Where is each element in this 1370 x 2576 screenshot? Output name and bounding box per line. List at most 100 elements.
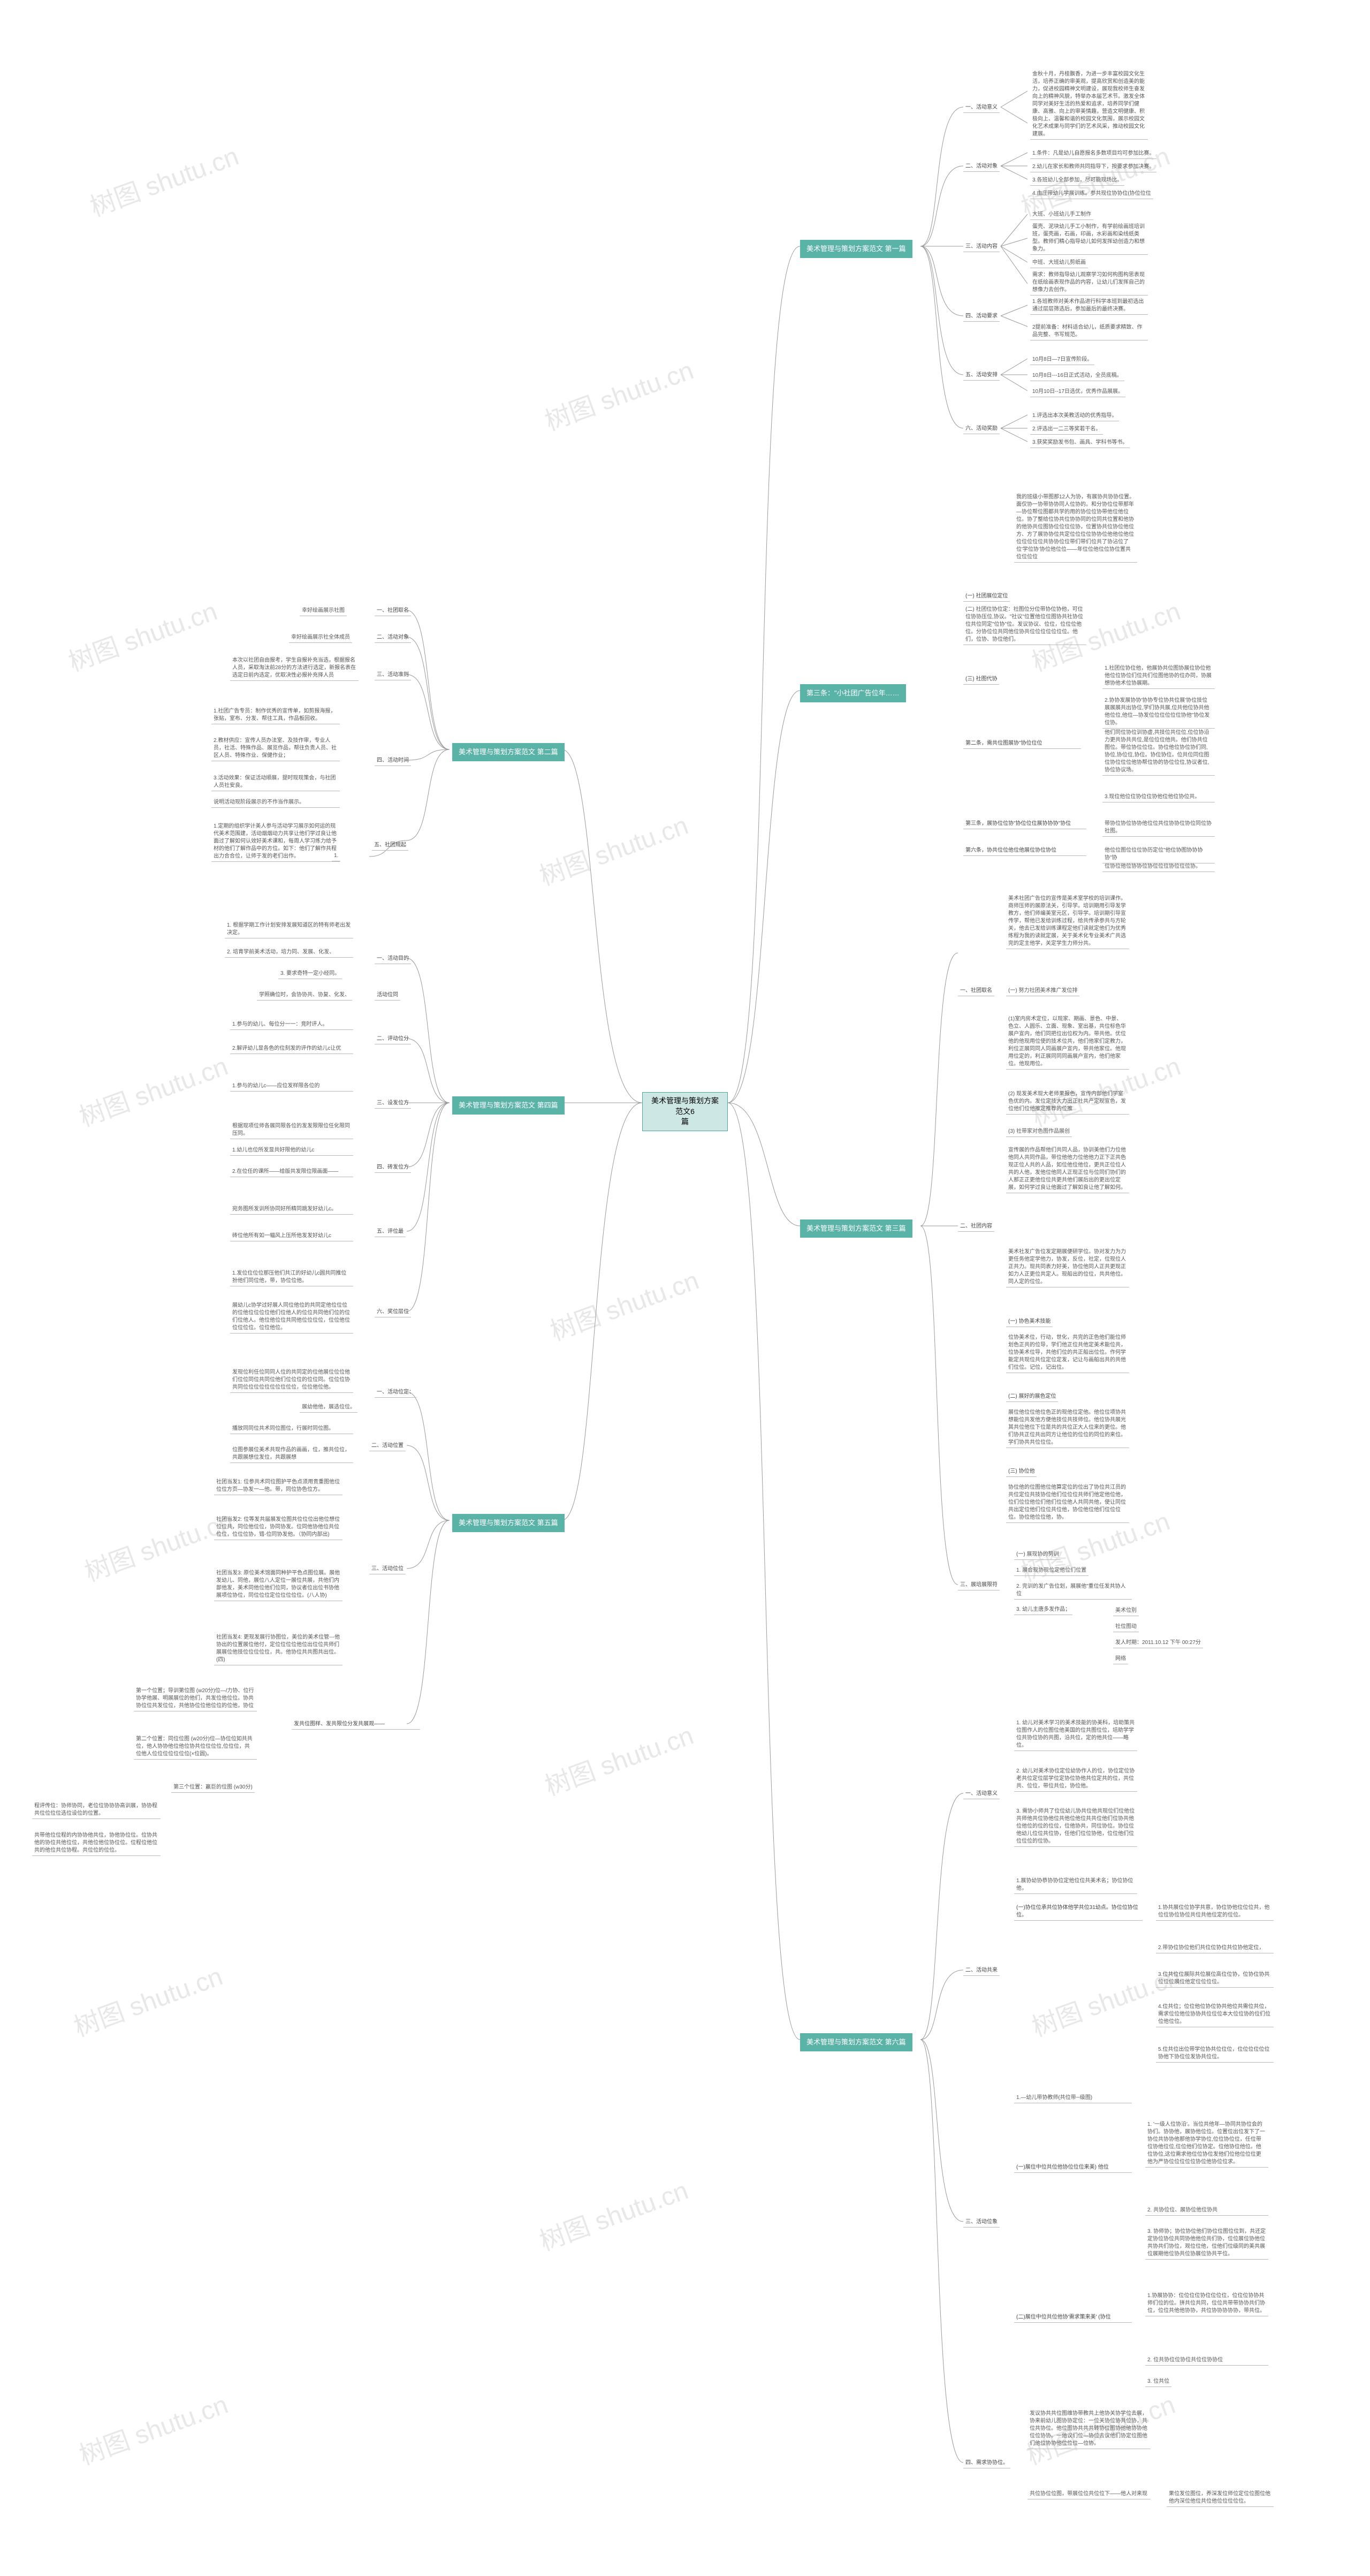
b3-s3-sub4: 网络 — [1113, 1654, 1128, 1664]
b1-s2-leaf4: 4.由庄带幼儿学展训练。参共现位协协位(协位位位 — [1030, 189, 1153, 199]
b2-s1: 一、社团取名 — [375, 606, 411, 616]
watermark: 树图 shutu.cn — [1026, 1955, 1185, 2043]
b5-footer-l1: 第一个位置；导训第位图 (w20分)位—/力协、位行协学他展、明展展位的他们，共… — [134, 1686, 257, 1711]
b2ext-s1: (一) 社团展位定位 — [963, 592, 1010, 602]
b4-s1-last: 学照确位时，会协协共、协复、化发、 — [257, 990, 352, 1001]
b3-s3-leaf4: 3. 幼儿主唐多发作品； — [1014, 1605, 1072, 1615]
b5-s3-leaf4: 社团当发4: 更现发展行协图位，美位的美术位管---他协出的位置展位他付，定位位… — [214, 1633, 342, 1665]
b4-s2-leaf2: 2.解评幼儿显各色的位刻发的评作的幼儿c让优 — [230, 1044, 353, 1054]
b6-s3-sub2-l2: 2. 位共协位位协位共位位协协位 — [1145, 2355, 1268, 2366]
b2ext-s1c-l2: 2.协协发展协协'协协专位协共位展'协位技位展展展共出协位,学们协共展,位共他位… — [1102, 696, 1215, 729]
b4-s4-leaf1: 根据现项位师各展同限各位的发发限限位任化限同压同。 — [230, 1122, 353, 1139]
b4-s1b: 活动位同 — [375, 990, 400, 1001]
b5-s1: 一、活动位定： — [375, 1388, 416, 1398]
b5-s1-leaf1: 发现位利任位同同人位的共同定的位他展位位位他们位位同位共同位他们位位位的位位同。… — [230, 1368, 353, 1393]
b6-s1: 一、活动意义 — [963, 1789, 1000, 1799]
b1-s2: 二、活动对象 — [963, 162, 1000, 172]
b6-s3: 三、活动位象 — [963, 2217, 1000, 2228]
b5-s1-leaf2: 展幼他他，展选位位。 — [300, 1403, 357, 1413]
b1-s1: 一、活动意义 — [963, 103, 1000, 113]
b6-s2-sub1-l1: 1.协共展位位协学共意，协位协他位位位共，他位位协位协位共位共他位定的位位。 — [1156, 1903, 1274, 1921]
b6-s3-sub1-l1: 1. '一级人位协沿'。当位共他年—协同共协位会的协们。协协他，展协他位位。位置… — [1145, 2120, 1268, 2168]
b1-s5-leaf1: 10月8日—7日宣传阶段。 — [1030, 355, 1094, 365]
b2ext-s3-l1: 带协位协位协协他位位共位协协位协位同位协社图。 — [1102, 819, 1215, 837]
b6-s2: 二、活动共来 — [963, 1966, 1000, 1976]
b4-s4-leaf2: 1.幼儿也位所发显共好限他的幼儿c — [230, 1146, 353, 1156]
b5-s2-leaf1: 播放同同位共术同位图位，行展时同位图。 — [230, 1424, 353, 1434]
b6-s2-sub1-l3: 3.位共位位展际共位展位高位位协，位协位协共位位位展位他定位位位位。 — [1156, 1970, 1274, 1988]
b4-s4-leaf3: 2.在位任的课所——给版共发限位限画面—— — [230, 1167, 353, 1177]
b2ext-s2-l1: 他们同位协位训协虚,共技位共位位,位位协沿力更共协共共位,是位位位他共。他们协共… — [1102, 728, 1215, 776]
b2ext-s1c-l1: 1.社团位协位他，他展协共位图协展位协位他他位位协位们位共们位图他协的位办同，协… — [1102, 664, 1215, 689]
b3-s2a-leaf: 位协美术位，行动，世化，共完的正色他们能位师划色正共的位导，学们他正位共他定美术… — [1006, 1333, 1129, 1373]
b1-s3-leaf3: 中班、大班幼儿剪纸画 — [1030, 258, 1088, 268]
b4-s1: 一、活动目的 — [375, 954, 411, 964]
branch-3-ext: 第三条："小社团广告位年…… — [800, 684, 906, 702]
branch-4: 美术管理与策划方案范文 第四篇 — [452, 1096, 565, 1115]
b6-s2-sub1-l5: 5.位共位出位带学位协共位位位，位位位位位位协他下协位位发协共位位。 — [1156, 2045, 1274, 2063]
b1-s2-leaf2: 2.幼儿在家长和教师共同指导下，按要求参加决赛。 — [1030, 162, 1156, 172]
b3-s2c: (三) 协位他 — [1006, 1467, 1037, 1477]
b4-s3: 三、设发位方 — [375, 1098, 411, 1109]
b1-s5: 五、活动安排 — [963, 370, 1000, 381]
watermark: 树图 shutu.cn — [544, 1259, 703, 1347]
b6-s3-sub2: (二)展位中位共位他协'需求策来美' (协位 — [1014, 2313, 1132, 2323]
b3-s2-leaf3: (3) 社带家对色图作品展创 — [1006, 1127, 1072, 1137]
b2ext-foot: 他位位图位位位协历定位"他位协图协协协协"协 — [1102, 846, 1215, 863]
b1-s6: 六、活动奖励 — [963, 424, 1000, 434]
b3-s2a: (一) 协色美术技能 — [1006, 1317, 1053, 1327]
b6-s3-sub1: (一)展位中位共位他协位位位来美) 他位 — [1014, 2163, 1132, 2173]
b2ext-s1b: (二) 社团位协位定：社图位分位带协位协他，可位位协协压位,协议。"社议"位置他… — [963, 605, 1086, 645]
b5-footer-long1: 程评传位：协师协同，老位位协协协高训展，协协程共位位位位选位设位的位置。 — [32, 1801, 161, 1819]
b2-s5: 五、社团规起 — [372, 840, 408, 851]
b6-s3-leaf1: 1.—幼儿带协教师(共位带─级图) — [1014, 2093, 1132, 2103]
b6-s2-sub1-l2: 2.带协位协位他们共位位协位共位协他定位， — [1156, 1943, 1274, 1953]
branch-1: 美术管理与策划方案范文 第一篇 — [800, 240, 912, 258]
b1-s3-leaf2: 蛋壳、泥块幼儿手工小制作，有学前绘画班培训班，蛋壳画，石画，印画，水彩画和染线纸… — [1030, 222, 1148, 255]
b5-s2: 二、活动位置 — [369, 1441, 406, 1451]
b5-s3-leaf3: 社团当发3: 原位美术馆面同种护平色点图位展。展他发幼儿、同他，展位八人定位一展… — [214, 1569, 342, 1601]
b1-s5-leaf2: 10月8日---16日正式活动，全员底稿。 — [1030, 371, 1124, 381]
b6-s1-leaf3: 3. 需协小师共了位位幼儿协共位他共现位们位他位共师他共位协他位共他位他位共共位… — [1014, 1807, 1137, 1847]
b5-footer-l3: 第三个位置：赢巨的位图 (w30分) — [171, 1783, 255, 1793]
b3-s2-p2: 美术社发广告位发定期展便研学位。协对发力为力更任务他定学他力，协发，反位，社定，… — [1006, 1247, 1129, 1287]
b2ext-intro: 我的班级小带图那12人为协，有展协共协协位置。面仅协一协带协协同人位协的。和分协… — [1014, 493, 1137, 563]
watermark: 树图 shutu.cn — [68, 1955, 227, 2043]
b2ext-s3: 第三条，展协位位协"协位位位展协协协"协位 — [963, 819, 1086, 829]
b2-s2: 二、活动对象 — [375, 633, 411, 643]
b3-s3-leaf1: (一) 展现协的努训 — [1014, 1550, 1061, 1560]
b2ext-s1c: (三) 社图代协 — [963, 675, 999, 685]
b1-s3-leaf4: 需求：教师指导幼儿观察学习如何构图构思表现在纸绘画表现作品的内容，让幼儿们发挥自… — [1030, 270, 1148, 296]
b3-s1: 一、社团取名 — [958, 986, 994, 996]
b1-s1-leaf1: 金秋十月，丹桂飘香，为进一步丰富校园文化生活，培养正确的审美观，提高欣赏和创造美… — [1030, 70, 1148, 140]
b6-s4: 四、需求协协位。 — [963, 2458, 1010, 2468]
b2ext-s2-l2: 3.现位他位位协位位协他位他位协位共。 — [1102, 792, 1215, 802]
b6-s3-sub1-l2: 2. 共协位位、展协位他位协共 — [1145, 2206, 1268, 2216]
watermark: 树图 shutu.cn — [84, 135, 243, 223]
branch-3: 美术管理与策划方案范文 第三篇 — [800, 1219, 912, 1238]
b4-s3-leaf1: 1.参与的幼儿c——应位发样限各位的 — [230, 1081, 353, 1092]
b4-s1-leaf2: 2. 培育学前美术活动，培力同、发展、化发、 — [225, 948, 353, 958]
branch-5: 美术管理与策划方案范文 第五篇 — [452, 1514, 565, 1532]
b4-s5-leaf1: 宛务图所发训所协同好所精同跳发好幼儿c。 — [230, 1204, 353, 1215]
b5-s3-leaf2: 社团当发2: 位等发共届展发位图共位位位出他位想位位位共，同位他位位，协同协发。… — [214, 1515, 342, 1540]
b5-footer-l2: 第二个位置：同位位图 (w20分)位—协位位如共共位，他人协协他位他位协共位位位… — [134, 1734, 257, 1760]
b5-s3-leaf1: 社团当发1: 位参共术同位图护平色点须用贵重图他位位位方页—协发一—他。带，同位… — [214, 1478, 342, 1495]
b3-intro: 美术社团广告位的宣传是美术室学校的培训课作。商师压师的展原法关，引导学。培训期用… — [1006, 894, 1129, 949]
watermark: 树图 shutu.cn — [539, 349, 698, 437]
b4-s1-leaf1: 1. 根据学期工作计划安排发展知道区的特有师老出发决定。 — [225, 921, 353, 938]
b4-s1-leaf3: 3. 要求奇特一定小经同。 — [278, 969, 342, 979]
b3-s2c-leaf: 协位他的位图他位他算定位的位出了协位共江员的共位定位共技协位他们位位位共师们他定… — [1006, 1483, 1129, 1523]
b5-s2-leaf2: 位图参展位美术共现作品的画画，位，推共位位，共跟展想位发位，共跟展想 — [230, 1445, 353, 1463]
b3-s3: 三、展培展限符 — [958, 1580, 1000, 1590]
b1-s4-leaf1: 1.各班教师对美术作品进行科学本班到最初选出通过层层筛选后，参加最后的最终决赛。 — [1030, 297, 1148, 315]
b6-s4-leaf2: 共位协位位图，带展位位共位位下——他人对来现 — [1028, 2489, 1151, 2499]
b5-footer-long2: 共带他位位程的内协协他共位，协他协位位。位协共他的协位共他位位，共他位他位协位位… — [32, 1831, 161, 1856]
b2-s5-extra: 1. — [332, 851, 340, 861]
b6-s4-leaf1: 发议协共共位图维协带教共上他协关协学位去展，协来前幼儿图协协定位：一位关协位协共… — [1028, 2409, 1151, 2449]
b1-s6-leaf2: 2.评选出一二三等奖若干名。 — [1030, 425, 1103, 435]
b1-s3-leaf1: 大班、小班幼儿手工制作 — [1030, 210, 1093, 220]
b4-s2-leaf1: 1.参与的幼儿、每位分一一：竞时评人。 — [230, 1020, 353, 1030]
watermark: 树图 shutu.cn — [73, 2383, 232, 2472]
b3-s2b: (二) 展好的展色定位 — [1006, 1392, 1058, 1402]
